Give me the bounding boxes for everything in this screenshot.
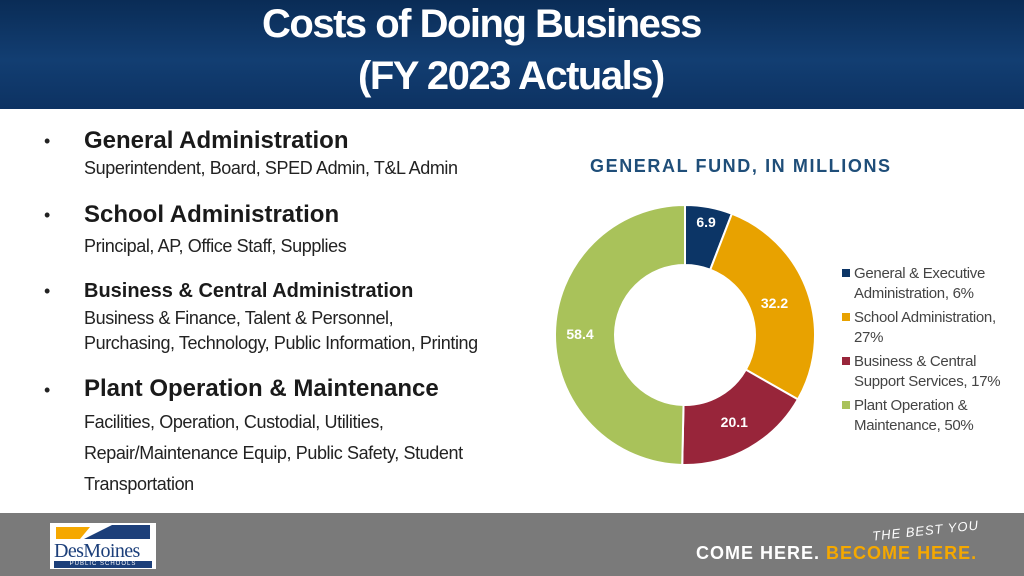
bullet-heading-school-administration: School Administration [84,201,340,228]
chart-title: GENERAL FUND, IN MILLIONS [590,156,892,176]
slogan-part-1: COME HERE. [696,543,821,563]
bullet-heading-general-administration: General Administration [84,127,349,154]
legend-item-0: General & Executive Administration, 6% [842,264,1022,304]
legend-swatch-1 [842,313,850,321]
slogan-part-2: BECOME [826,543,912,563]
donut-data-label-2: 20.1 [721,414,748,430]
title-bar: Costs of Doing Business (FY 2023 Actuals… [0,0,1024,109]
donut-data-label-1: 32.2 [761,295,788,311]
legend-swatch-3 [842,401,850,409]
slogan: COME HERE. BECOME HERE. [696,543,977,564]
donut-slice-1 [708,212,816,401]
bullet-detail-general-administration: Superintendent, Board, SPED Admin, T&L A… [84,158,458,178]
chart-legend: General & Executive Administration, 6% Sc… [842,264,1022,440]
donut-data-label-3: 58.4 [566,326,593,342]
bullet-detail-business-central-line-1: Business & Finance, Talent & Personnel, [84,308,394,328]
bullet-marker: • [44,205,51,225]
bullet-marker: • [44,380,51,400]
legend-label-3: Plant Operation & Maintenance, 50% [854,397,974,434]
legend-item-3: Plant Operation & Maintenance, 50% [842,396,1022,436]
legend-swatch-2 [842,357,850,365]
logo-subtext: PUBLIC SCHOOLS [54,561,152,568]
donut-slice-3 [554,203,686,466]
bullet-detail-plant-operation-line-2: Repair/Maintenance Equip, Public Safety,… [84,443,463,463]
bullet-detail-plant-operation-line-1: Facilities, Operation, Custodial, Utilit… [84,412,384,432]
donut-data-label-0: 6.9 [696,214,716,230]
slogan-part-3: HERE. [917,543,978,563]
legend-label-1: School Administration, 27% [854,309,996,346]
bullet-marker: • [44,281,51,301]
legend-item-1: School Administration, 27% [842,308,1022,348]
legend-label-2: Business & Central Support Services, 17% [854,353,1001,390]
bullet-detail-plant-operation-line-3: Transportation [84,474,194,494]
donut-chart: 6.9 32.2 20.1 58.4 [554,203,816,466]
bullet-heading-plant-operation-maintenance: Plant Operation & Maintenance [84,375,439,402]
bullet-detail-business-central-line-2: Purchasing, Technology, Public Informati… [84,333,478,353]
bullet-detail-school-administration: Principal, AP, Office Staff, Supplies [84,236,347,256]
legend-label-0: General & Executive Administration, 6% [854,265,986,302]
logo-text: DesMoines [54,540,140,562]
footer-bar: DesMoines PUBLIC SCHOOLS THE BEST YOU CO… [0,513,1024,576]
bullet-marker: • [44,131,51,151]
bullet-heading-business-central-administration: Business & Central Administration [84,280,414,302]
slide-title-line-2: (FY 2023 Actuals) [358,54,665,98]
legend-item-2: Business & Central Support Services, 17% [842,352,1022,392]
des-moines-logo: DesMoines PUBLIC SCHOOLS [50,523,156,569]
slogan-script: THE BEST YOU [871,517,980,544]
logo-emblem-icon [56,525,150,539]
legend-swatch-0 [842,269,850,277]
slide-title-line-1: Costs of Doing Business [262,2,702,46]
